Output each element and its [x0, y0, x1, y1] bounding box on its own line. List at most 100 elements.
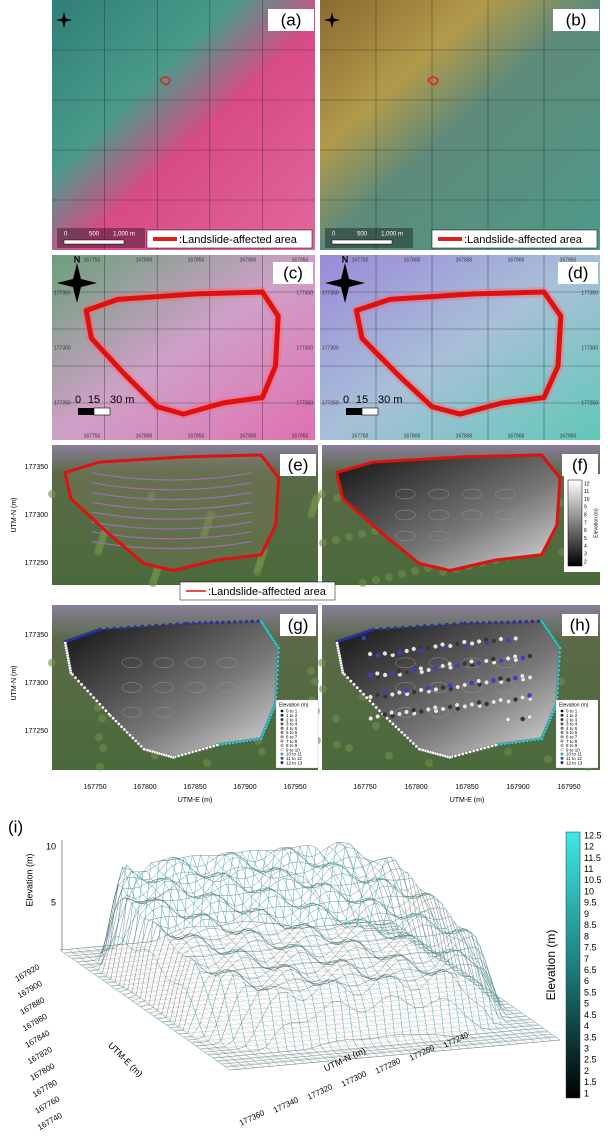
survey-point [346, 676, 349, 679]
survey-point [140, 745, 143, 748]
legend-marker [561, 710, 564, 713]
survey-point [426, 707, 430, 711]
x-tick-label: 167900 [506, 784, 529, 791]
survey-point [418, 748, 421, 751]
coord-tick-label: 167850 [188, 433, 205, 439]
mesh-line [118, 872, 288, 1065]
tree-crown [345, 744, 353, 752]
y-tick-label: 177250 [25, 560, 48, 567]
colorbar-tick-label: 6 [584, 976, 589, 986]
legend-marker [281, 710, 284, 713]
survey-point [365, 630, 368, 633]
survey-point [391, 722, 394, 725]
survey-point [239, 620, 242, 623]
coord-tick-label: 177350 [322, 290, 339, 296]
x-tick-label: 167750 [83, 784, 106, 791]
survey-point [556, 687, 559, 690]
y3d-tick-label: 177300 [340, 1069, 368, 1089]
survey-point [117, 722, 120, 725]
survey-point [126, 731, 129, 734]
x-tick-label: 167750 [353, 784, 376, 791]
survey-point [527, 693, 531, 697]
coord-tick-label: 177250 [322, 400, 339, 406]
x-tick-label: 167850 [455, 784, 478, 791]
base-grid-line [151, 984, 481, 1014]
survey-point [419, 645, 423, 649]
survey-point [112, 717, 115, 720]
survey-point [406, 736, 409, 739]
survey-point [275, 682, 278, 685]
survey-point [500, 621, 503, 624]
colorbar-tick-label: 10 [584, 497, 590, 503]
survey-point [491, 744, 494, 747]
y-axis-label: UTM-N (m) [11, 498, 18, 533]
survey-point [198, 748, 201, 751]
survey-point [431, 624, 434, 627]
scale-bar [332, 240, 392, 244]
colorbar-tick-label: 2 [584, 559, 587, 565]
survey-point [221, 743, 224, 746]
survey-point [448, 644, 452, 648]
tree-crown [258, 748, 266, 756]
tree-crown [358, 530, 366, 538]
colorbar-tick-label: 7.5 [584, 943, 597, 953]
tree-crown [311, 678, 319, 686]
coord-tick-label: 167800 [136, 433, 153, 439]
mesh-line [183, 950, 513, 1037]
survey-point [419, 688, 423, 692]
survey-point [276, 660, 279, 663]
survey-point [514, 741, 517, 744]
y3d-tick-label: 177320 [306, 1082, 334, 1102]
coord-tick-label: 167900 [240, 433, 257, 439]
tree-crown [307, 667, 315, 675]
coord-tick-label: 167750 [84, 257, 101, 263]
survey-point [228, 742, 231, 745]
colorbar-tick-label: 2 [584, 1066, 589, 1076]
survey-point [558, 651, 561, 654]
survey-point [477, 700, 481, 704]
survey-point [275, 687, 278, 690]
base-grid-line [258, 932, 428, 1052]
colorbar-title: Elevation (m) [593, 508, 599, 538]
legend-text: :Landslide-affected area [208, 586, 327, 598]
survey-point [245, 739, 248, 742]
survey-point [494, 621, 497, 624]
survey-point [120, 626, 123, 629]
tree-crown [425, 759, 433, 767]
survey-point [191, 750, 194, 753]
colorbar-tick-label: 6.5 [584, 965, 597, 975]
survey-point [397, 669, 401, 673]
tree-crown [96, 763, 104, 771]
survey-point [427, 668, 431, 672]
survey-point [176, 622, 179, 625]
survey-point [498, 676, 502, 680]
survey-point [107, 712, 110, 715]
x-axis-label: UTM-E (m) [178, 797, 213, 804]
z-tick-label: 10 [46, 841, 56, 851]
survey-point [557, 669, 560, 672]
legend-marker [561, 757, 564, 760]
survey-point [456, 685, 460, 689]
survey-point [80, 683, 83, 686]
y3d-tick-label: 177340 [272, 1095, 300, 1115]
coord-tick-label: 167900 [240, 257, 257, 263]
survey-point [409, 625, 412, 628]
survey-point [137, 742, 140, 745]
survey-point [463, 704, 467, 708]
z-axis-label: Elevation (m) [24, 853, 34, 906]
survey-point [477, 661, 481, 665]
survey-point [438, 623, 441, 626]
survey-point [394, 725, 397, 728]
tree-crown [359, 579, 367, 587]
survey-point [148, 624, 151, 627]
tree-crown [149, 579, 157, 587]
survey-point [221, 621, 224, 624]
x-tick-label: 167950 [557, 784, 580, 791]
panel-label: (i) [8, 817, 23, 836]
tree-crown [411, 567, 419, 575]
survey-point [367, 629, 370, 632]
tree-crown [333, 494, 341, 502]
survey-point [368, 652, 372, 656]
coord-tick-label: 167750 [352, 257, 369, 263]
colorbar-tick-label: 2.5 [584, 1055, 597, 1065]
